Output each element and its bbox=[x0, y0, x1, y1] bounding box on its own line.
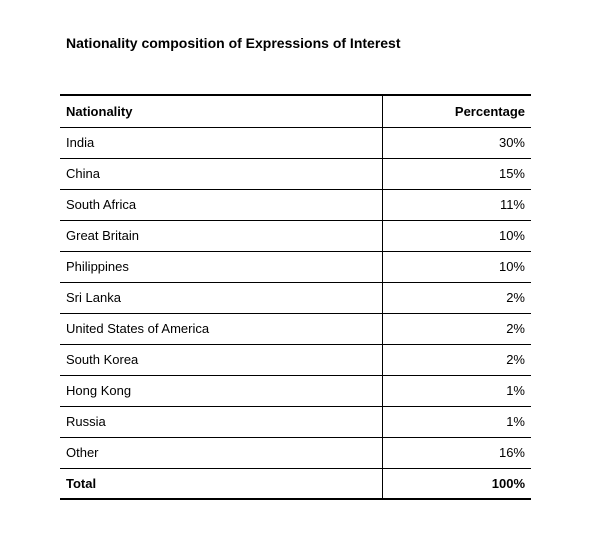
cell-nationality: Philippines bbox=[60, 251, 383, 283]
header-percentage: Percentage bbox=[382, 94, 531, 128]
header-row: Nationality Percentage bbox=[60, 94, 531, 128]
nationality-table: Nationality Percentage India 30% China 1… bbox=[60, 94, 531, 500]
cell-nationality: United States of America bbox=[60, 313, 383, 345]
cell-nationality: India bbox=[60, 127, 383, 159]
header-nationality: Nationality bbox=[60, 94, 383, 128]
cell-nationality: Sri Lanka bbox=[60, 282, 383, 314]
table-row: Philippines 10% bbox=[60, 251, 531, 283]
cell-percentage: 11% bbox=[382, 189, 531, 221]
cell-nationality: South Africa bbox=[60, 189, 383, 221]
table-row: United States of America 2% bbox=[60, 313, 531, 345]
table-row: Hong Kong 1% bbox=[60, 375, 531, 407]
cell-nationality: Russia bbox=[60, 406, 383, 438]
table-row: South Korea 2% bbox=[60, 344, 531, 376]
total-row: Total 100% bbox=[60, 467, 531, 500]
cell-percentage: 2% bbox=[382, 313, 531, 345]
cell-nationality: China bbox=[60, 158, 383, 190]
cell-percentage: 15% bbox=[382, 158, 531, 190]
total-value: 100% bbox=[382, 467, 531, 500]
cell-nationality: South Korea bbox=[60, 344, 383, 376]
cell-percentage: 1% bbox=[382, 406, 531, 438]
table-row: India 30% bbox=[60, 127, 531, 159]
table-row: Great Britain 10% bbox=[60, 220, 531, 252]
table-row: Russia 1% bbox=[60, 406, 531, 438]
table-row: China 15% bbox=[60, 158, 531, 190]
cell-nationality: Other bbox=[60, 437, 383, 469]
table-row: Sri Lanka 2% bbox=[60, 282, 531, 314]
cell-nationality: Hong Kong bbox=[60, 375, 383, 407]
total-label: Total bbox=[60, 467, 383, 500]
cell-percentage: 10% bbox=[382, 220, 531, 252]
table-row: Other 16% bbox=[60, 437, 531, 469]
table-footer: Total 100% bbox=[60, 467, 531, 500]
cell-percentage: 30% bbox=[382, 127, 531, 159]
cell-percentage: 1% bbox=[382, 375, 531, 407]
table-row: South Africa 11% bbox=[60, 189, 531, 221]
cell-percentage: 2% bbox=[382, 344, 531, 376]
document-title: Nationality composition of Expressions o… bbox=[66, 35, 401, 51]
cell-percentage: 16% bbox=[382, 437, 531, 469]
cell-percentage: 2% bbox=[382, 282, 531, 314]
table-body: India 30% China 15% South Africa 11% Gre… bbox=[60, 127, 531, 469]
cell-nationality: Great Britain bbox=[60, 220, 383, 252]
cell-percentage: 10% bbox=[382, 251, 531, 283]
table-header: Nationality Percentage bbox=[60, 94, 531, 128]
